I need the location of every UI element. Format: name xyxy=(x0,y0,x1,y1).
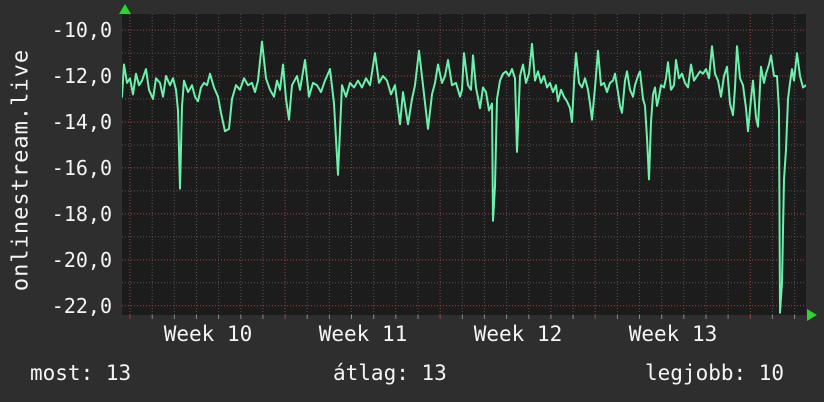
stat-most: most: 13 xyxy=(30,361,132,385)
y-tick-label: -18,0 xyxy=(51,202,112,226)
y-tick-label: -10,0 xyxy=(51,18,112,42)
y-tick-label: -20,0 xyxy=(51,248,112,272)
x-axis-label-week: Week 12 xyxy=(473,322,563,346)
y-tick-label: -12,0 xyxy=(51,64,112,88)
y-axis-arrow-icon xyxy=(119,4,131,14)
y-tick-label: -14,0 xyxy=(51,110,112,134)
stat-atlag: átlag: 13 xyxy=(333,361,447,385)
data-line-series xyxy=(122,40,806,314)
x-axis-label-week: Week 10 xyxy=(163,322,253,346)
y-tick-label: -22,0 xyxy=(51,294,112,318)
line-chart-plot xyxy=(122,14,806,319)
x-axis-label-week: Week 13 xyxy=(628,322,718,346)
x-axis-label-week: Week 11 xyxy=(318,322,408,346)
stat-legjobb: legjobb: 10 xyxy=(645,361,785,385)
x-axis-arrow-icon xyxy=(807,309,817,321)
y-tick-label: -16,0 xyxy=(51,156,112,180)
